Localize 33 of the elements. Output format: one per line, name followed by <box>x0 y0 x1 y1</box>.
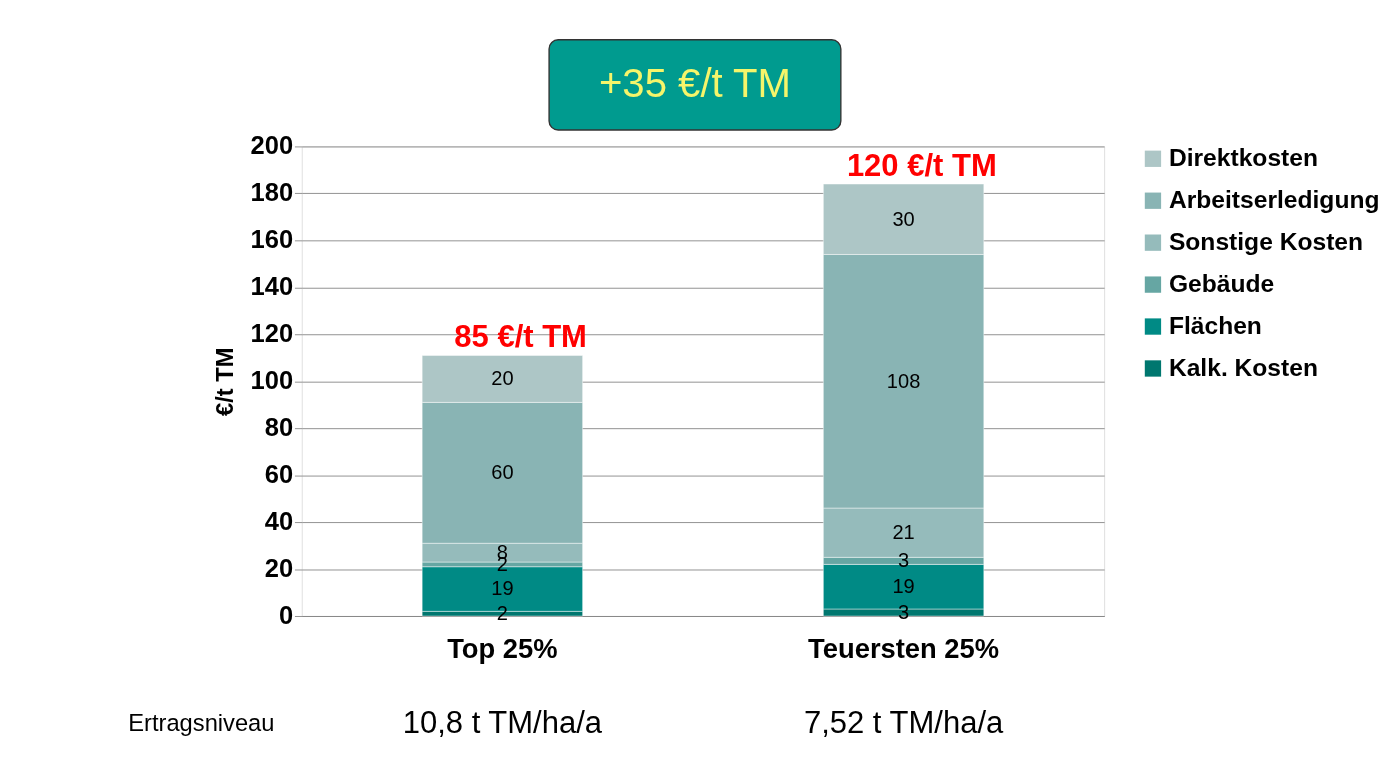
data-label: 108 <box>886 369 921 392</box>
data-label: 20 <box>491 367 514 390</box>
text: +35 €/t TM <box>598 61 792 106</box>
y-tick-label: 100 <box>250 366 294 394</box>
legend-label: Direktkosten <box>1168 144 1318 172</box>
y-tick-label: 140 <box>250 272 294 301</box>
text: Ertragsniveau <box>128 709 275 736</box>
y-tick-label: 180 <box>250 178 294 207</box>
y-tick-label: 200 <box>250 131 294 160</box>
data-label: 19 <box>892 575 915 598</box>
data-label: 60 <box>491 461 514 484</box>
y-tick-label: 60 <box>264 459 294 488</box>
text: 7,52 t TM/ha/a <box>803 704 1004 740</box>
annotation: 85 €/t TM <box>454 319 587 355</box>
y-tick-label: 80 <box>264 412 294 441</box>
data-label: 19 <box>491 577 514 600</box>
text: 10,8 t TM/ha/a <box>402 704 603 740</box>
legend-label: Sonstige Kosten <box>1168 227 1364 255</box>
y-tick-label: 120 <box>250 319 294 348</box>
legend-label: Flächen <box>1168 311 1262 339</box>
y-axis-title: €/t TM <box>212 347 239 416</box>
data-label: 21 <box>892 521 915 544</box>
annotation: 120 €/t TM <box>846 147 997 183</box>
legend-label: Gebäude <box>1168 269 1275 297</box>
y-tick-label: 160 <box>250 225 294 254</box>
legend-label: Arbeitserledigung <box>1168 186 1380 214</box>
data-label: 30 <box>892 207 915 230</box>
x-tick-label: Teuersten 25% <box>808 633 1000 665</box>
x-tick-label: Top 25% <box>447 633 558 665</box>
y-tick-label: 20 <box>264 553 294 582</box>
y-tick-label: 40 <box>264 506 294 535</box>
legend-label: Kalk. Kosten <box>1168 353 1318 381</box>
y-tick-label: 0 <box>278 600 294 629</box>
